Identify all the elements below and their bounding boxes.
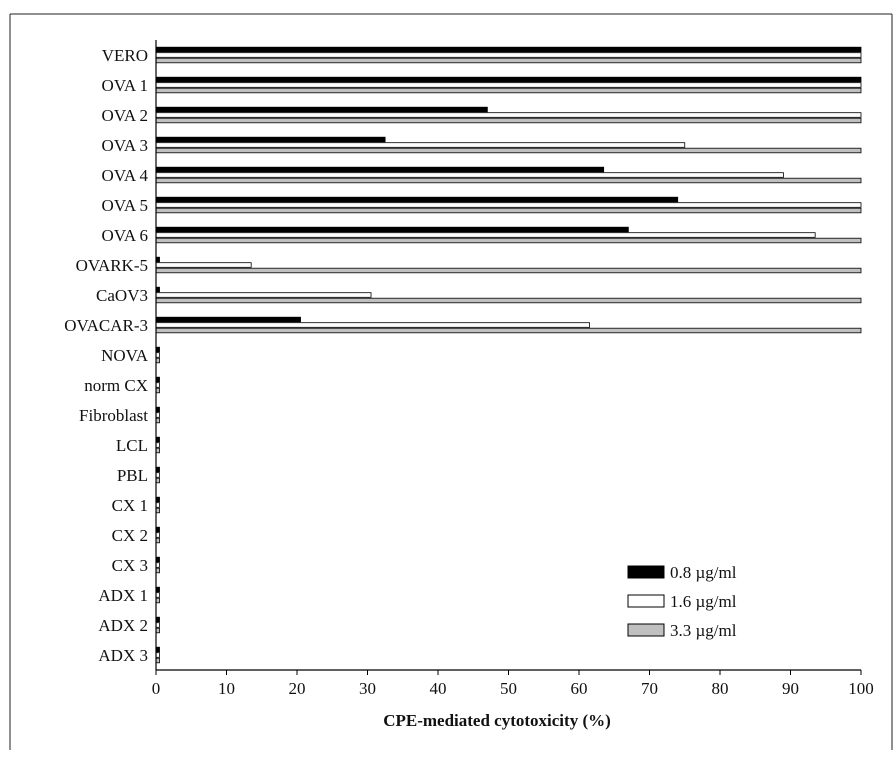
bar-ova-1-series-2 bbox=[155, 82, 862, 88]
x-tick-label-90: 90 bbox=[782, 679, 799, 698]
bar-ova-1-series-3 bbox=[155, 87, 862, 94]
category-label-cx-3: CX 3 bbox=[112, 556, 148, 575]
x-tick-label-20: 20 bbox=[289, 679, 306, 698]
category-label-vero: VERO bbox=[102, 46, 148, 65]
bar-ova-6-series-1 bbox=[155, 226, 629, 233]
category-label-fibroblast: Fibroblast bbox=[79, 406, 148, 425]
category-label-ova-4: OVA 4 bbox=[102, 166, 149, 185]
category-label-ova-1: OVA 1 bbox=[102, 76, 148, 95]
bar-ova-6-series-2 bbox=[155, 232, 816, 238]
category-label-norm-cx: norm CX bbox=[84, 376, 148, 395]
bar-ova-4-series-1 bbox=[155, 166, 605, 173]
category-label-adx-3: ADX 3 bbox=[98, 646, 148, 665]
category-label-pbl: PBL bbox=[117, 466, 148, 485]
x-tick-label-100: 100 bbox=[848, 679, 874, 698]
category-label-ovacar-3: OVACAR-3 bbox=[64, 316, 148, 335]
legend-swatch-series-2 bbox=[627, 594, 665, 608]
bar-ova-5-series-1 bbox=[155, 196, 679, 203]
bar-vero-series-1 bbox=[155, 46, 862, 53]
category-label-ova-5: OVA 5 bbox=[102, 196, 148, 215]
bar-ova-3-series-3 bbox=[155, 147, 862, 154]
x-axis: 0 10 20 30 40 50 60 70 80 90 100 bbox=[152, 40, 874, 698]
legend-swatch-series-1 bbox=[627, 565, 665, 579]
x-tick-label-10: 10 bbox=[218, 679, 235, 698]
bar-ova-2-series-1 bbox=[155, 106, 488, 113]
bar-ova-4-series-2 bbox=[155, 172, 784, 178]
category-label-ova-2: OVA 2 bbox=[102, 106, 148, 125]
category-label-ova-6: OVA 6 bbox=[102, 226, 148, 245]
category-label-ovark-5: OVARK-5 bbox=[76, 256, 148, 275]
category-label-adx-1: ADX 1 bbox=[98, 586, 148, 605]
category-label-lcl: LCL bbox=[116, 436, 148, 455]
bar-vero-series-3 bbox=[155, 57, 862, 64]
bar-ovacar-3-series-3 bbox=[155, 327, 862, 334]
x-tick-label-70: 70 bbox=[641, 679, 658, 698]
category-labels: VERO OVA 1 OVA 2 OVA 3 OVA 4 OVA 5 OVA 6 OVARK-… bbox=[64, 46, 148, 665]
legend: 0.8 µg/ml 1.6 µg/ml 3.3 µg/ml bbox=[627, 563, 737, 640]
bar-ova-5-series-3 bbox=[155, 207, 862, 214]
legend-swatch-series-3 bbox=[627, 623, 665, 637]
x-axis-title: CPE-mediated cytotoxicity (%) bbox=[383, 711, 611, 730]
bar-caov3-series-3 bbox=[155, 297, 862, 304]
x-tick-label-0: 0 bbox=[152, 679, 161, 698]
bar-ovark-5-series-3 bbox=[155, 267, 862, 274]
bar-caov3-series-2 bbox=[155, 292, 372, 298]
legend-label-series-2: 1.6 µg/ml bbox=[670, 592, 737, 611]
bar-ova-3-series-1 bbox=[155, 136, 386, 143]
category-label-cx-1: CX 1 bbox=[112, 496, 148, 515]
category-label-nova: NOVA bbox=[101, 346, 149, 365]
bar-ovark-5-series-2 bbox=[155, 262, 252, 268]
x-tick-label-40: 40 bbox=[430, 679, 447, 698]
category-label-cx-2: CX 2 bbox=[112, 526, 148, 545]
bar-ova-3-series-2 bbox=[155, 142, 686, 148]
bar-ovacar-3-series-1 bbox=[155, 316, 301, 323]
legend-label-series-3: 3.3 µg/ml bbox=[670, 621, 737, 640]
bar-ova-4-series-3 bbox=[155, 177, 862, 184]
bar-vero-series-2 bbox=[155, 52, 862, 58]
bar-ova-6-series-3 bbox=[155, 237, 862, 244]
category-label-caov3: CaOV3 bbox=[96, 286, 148, 305]
x-tick-label-60: 60 bbox=[571, 679, 588, 698]
x-tick-label-80: 80 bbox=[712, 679, 729, 698]
bar-ova-2-series-3 bbox=[155, 117, 862, 124]
bars-layer bbox=[155, 46, 862, 664]
bar-ova-5-series-2 bbox=[155, 202, 862, 208]
x-tick-label-30: 30 bbox=[359, 679, 376, 698]
bar-ova-1-series-1 bbox=[155, 76, 862, 83]
legend-label-series-1: 0.8 µg/ml bbox=[670, 563, 737, 582]
category-label-adx-2: ADX 2 bbox=[98, 616, 148, 635]
x-tick-label-50: 50 bbox=[500, 679, 517, 698]
bar-ovacar-3-series-2 bbox=[155, 322, 590, 328]
category-label-ova-3: OVA 3 bbox=[102, 136, 148, 155]
bar-ova-2-series-2 bbox=[155, 112, 862, 118]
